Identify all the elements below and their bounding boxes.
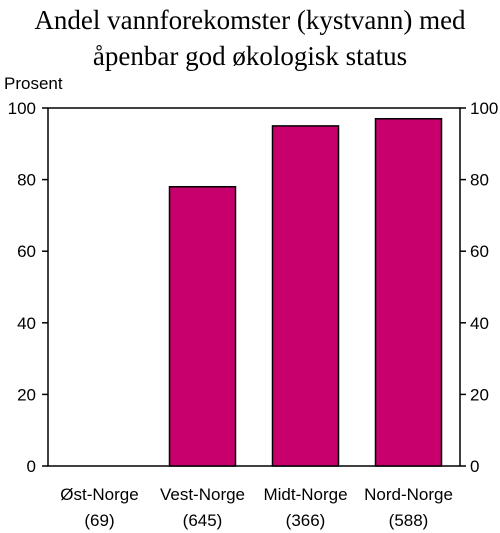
y-tick-label-left: 40 <box>17 314 36 333</box>
y-tick-label-right: 60 <box>470 242 489 261</box>
x-category-count: (645) <box>183 511 223 530</box>
x-category-label: Øst-Norge <box>60 485 138 504</box>
y-tick-label-left: 100 <box>8 99 36 118</box>
y-tick-label-right: 80 <box>470 171 489 190</box>
x-category-count: (366) <box>286 511 326 530</box>
x-category-label: Vest-Norge <box>160 485 245 504</box>
bar <box>374 117 443 467</box>
y-tick-label-right: 40 <box>470 314 489 333</box>
x-category-count: (69) <box>84 511 114 530</box>
x-category-count: (588) <box>389 511 429 530</box>
x-category-label: Nord-Norge <box>364 485 453 504</box>
chart-title: Andel vannforekomster (kystvann) med åpe… <box>0 2 500 74</box>
y-axis-label: Prosent <box>4 74 63 93</box>
plot-frame <box>47 107 461 467</box>
y-tick-label-right: 100 <box>470 99 498 118</box>
chart-title-line-1: Andel vannforekomster (kystvann) med <box>34 5 466 35</box>
y-tick-label-left: 0 <box>27 457 36 476</box>
chart-title-line-2: åpenbar god økologisk status <box>92 41 408 71</box>
y-tick-label-left: 80 <box>17 171 36 190</box>
x-category-label: Midt-Norge <box>263 485 347 504</box>
y-tick-label-right: 0 <box>470 457 479 476</box>
y-tick-label-left: 60 <box>17 242 36 261</box>
y-tick-label-right: 20 <box>470 385 489 404</box>
bar <box>168 186 237 467</box>
bar <box>271 125 340 467</box>
y-tick-label-left: 20 <box>17 385 36 404</box>
